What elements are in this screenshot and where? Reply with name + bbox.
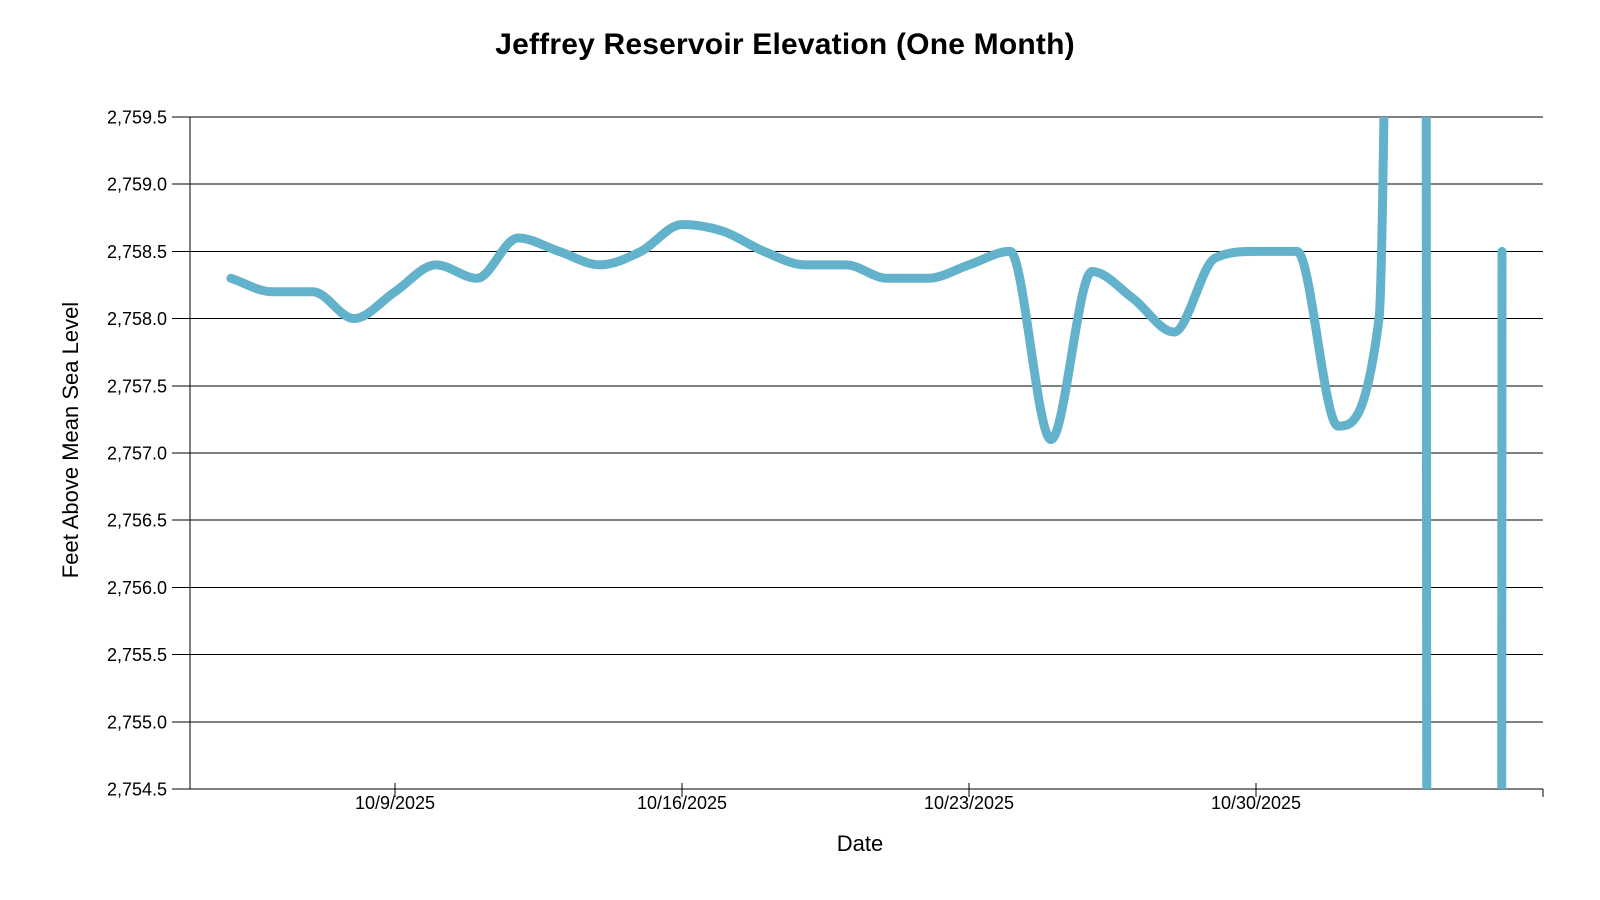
y-tick-label: 2,757.0 xyxy=(107,444,167,464)
y-axis-ticks xyxy=(172,116,190,790)
y-tick-label: 2,755.0 xyxy=(107,712,167,732)
y-axis-tick-labels: 2,759.5 2,759.0 2,758.5 2,758.0 2,757.5 2,757… xyxy=(107,108,167,800)
y-tick-label: 2,755.5 xyxy=(107,645,167,665)
y-tick-label: 2,759.5 xyxy=(107,108,167,128)
x-tick-label: 10/9/2025 xyxy=(355,793,435,813)
x-axis-title: Date xyxy=(836,831,884,856)
chart-title: Jeffrey Reservoir Elevation (One Month) xyxy=(495,28,1075,61)
x-axis-ticks xyxy=(394,783,1544,797)
y-tick-label: 2,758.5 xyxy=(107,242,167,262)
x-tick-label: 10/23/2025 xyxy=(924,793,1014,813)
x-axis-tick-labels: 10/9/2025 10/16/2025 10/23/2025 10/30/2025 xyxy=(355,793,1301,813)
elevation-line xyxy=(226,117,1507,789)
y-tick-label: 2,756.5 xyxy=(107,511,167,531)
x-tick-label: 10/30/2025 xyxy=(1211,793,1301,813)
y-tick-label: 2,756.0 xyxy=(107,578,167,598)
y-tick-label: 2,759.0 xyxy=(107,175,167,195)
y-tick-label: 2,757.5 xyxy=(107,376,167,396)
y-tick-label: 2,754.5 xyxy=(107,780,167,800)
gridlines xyxy=(190,116,1543,790)
x-tick-label: 10/16/2025 xyxy=(637,793,727,813)
y-tick-label: 2,758.0 xyxy=(107,309,167,329)
